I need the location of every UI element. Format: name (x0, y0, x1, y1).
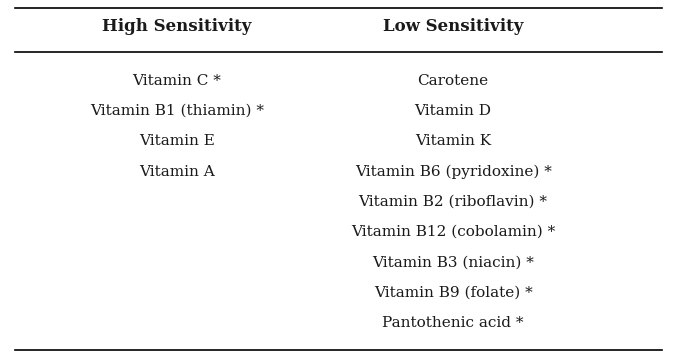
Text: Vitamin B2 (riboflavin) *: Vitamin B2 (riboflavin) * (359, 195, 548, 209)
Text: Vitamin A: Vitamin A (139, 164, 215, 179)
Text: Vitamin B3 (niacin) *: Vitamin B3 (niacin) * (372, 255, 534, 269)
Text: Low Sensitivity: Low Sensitivity (383, 17, 523, 34)
Text: Vitamin D: Vitamin D (414, 104, 492, 118)
Text: Pantothenic acid *: Pantothenic acid * (383, 316, 524, 330)
Text: Vitamin E: Vitamin E (139, 134, 215, 148)
Text: Vitamin B9 (folate) *: Vitamin B9 (folate) * (374, 286, 533, 300)
Text: Carotene: Carotene (418, 73, 489, 88)
Text: Vitamin B6 (pyridoxine) *: Vitamin B6 (pyridoxine) * (355, 164, 552, 179)
Text: High Sensitivity: High Sensitivity (102, 17, 251, 34)
Text: Vitamin C *: Vitamin C * (132, 73, 221, 88)
Text: Vitamin B12 (cobolamin) *: Vitamin B12 (cobolamin) * (351, 225, 555, 239)
Text: Vitamin K: Vitamin K (415, 134, 492, 148)
Text: Vitamin B1 (thiamin) *: Vitamin B1 (thiamin) * (89, 104, 263, 118)
